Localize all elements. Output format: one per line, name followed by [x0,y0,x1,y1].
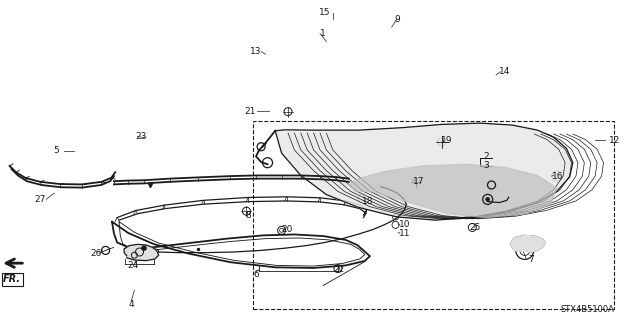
Circle shape [141,246,147,251]
Text: 8: 8 [246,211,251,220]
Text: 16: 16 [552,172,564,181]
Text: 14: 14 [499,67,510,76]
Text: 27: 27 [34,195,45,204]
Text: 18: 18 [362,197,374,206]
Text: 20: 20 [281,225,292,234]
Polygon shape [511,235,545,252]
Polygon shape [124,244,159,261]
Text: 25: 25 [469,223,481,232]
Text: 7: 7 [529,255,534,263]
Text: 3: 3 [484,161,489,170]
Text: 11: 11 [399,229,410,238]
Polygon shape [275,123,573,220]
Text: 6: 6 [253,271,259,279]
Text: 12: 12 [609,136,620,145]
Text: 9: 9 [394,15,399,24]
Text: 21: 21 [244,107,255,115]
Text: 15: 15 [319,8,331,17]
Text: 19: 19 [441,137,452,145]
Text: 2: 2 [484,152,489,161]
Text: 4: 4 [129,300,134,309]
Text: 5: 5 [54,146,59,155]
Text: 17: 17 [413,177,425,186]
Text: 10: 10 [399,220,410,229]
Text: 24: 24 [127,261,139,270]
Text: STX4B5100A: STX4B5100A [561,305,614,314]
Polygon shape [349,164,557,218]
Text: 26: 26 [90,249,102,258]
Text: 1: 1 [321,29,326,38]
Circle shape [486,197,490,201]
Text: 13: 13 [250,47,262,56]
Text: FR.: FR. [3,274,21,284]
Bar [253,121,614,309]
Text: 22: 22 [333,265,345,274]
Text: 23: 23 [135,132,147,141]
